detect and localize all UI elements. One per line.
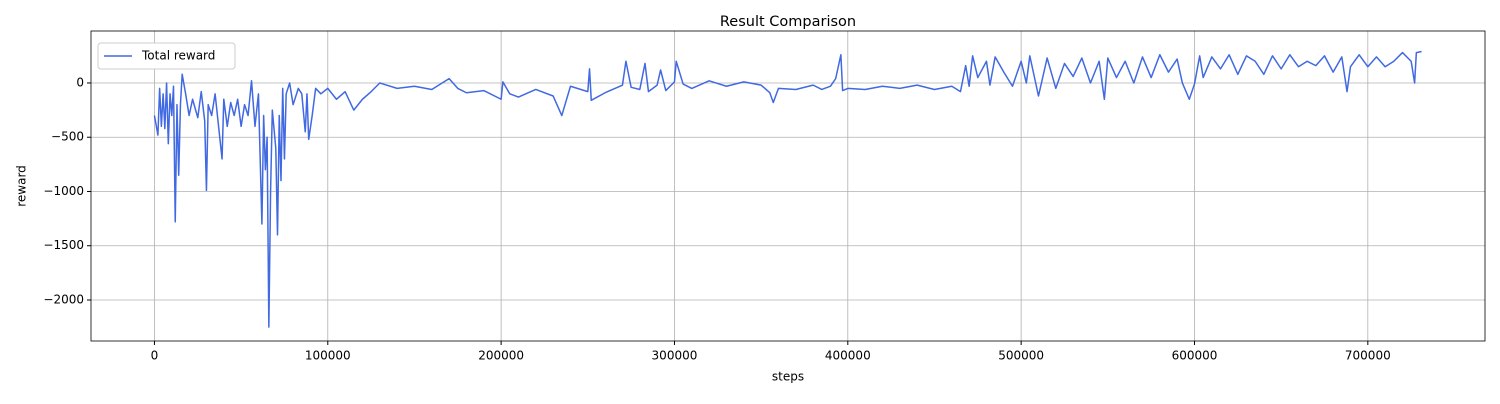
y-tick-label: 0 bbox=[76, 75, 84, 89]
chart-title: Result Comparison bbox=[720, 14, 856, 30]
x-tick-label: 200000 bbox=[478, 349, 524, 363]
x-tick-label: 0 bbox=[151, 349, 159, 363]
y-tick-label: −500 bbox=[51, 130, 84, 144]
x-tick-label: 500000 bbox=[998, 349, 1044, 363]
x-tick-label: 400000 bbox=[825, 349, 871, 363]
y-tick-label: −1500 bbox=[43, 238, 84, 252]
y-axis-label: reward bbox=[15, 165, 29, 207]
x-tick-label: 300000 bbox=[652, 349, 698, 363]
x-tick-label: 700000 bbox=[1345, 349, 1391, 363]
legend-label: Total reward bbox=[141, 49, 215, 63]
legend-box bbox=[97, 42, 236, 70]
y-tick-label: −1000 bbox=[43, 184, 84, 198]
x-tick-label: 600000 bbox=[1172, 349, 1218, 363]
y-tick-label: −2000 bbox=[43, 292, 84, 306]
x-tick-label: 100000 bbox=[305, 349, 351, 363]
line-series bbox=[153, 50, 1422, 328]
x-axis-label: steps bbox=[772, 370, 804, 384]
plot-frame bbox=[90, 30, 1486, 342]
